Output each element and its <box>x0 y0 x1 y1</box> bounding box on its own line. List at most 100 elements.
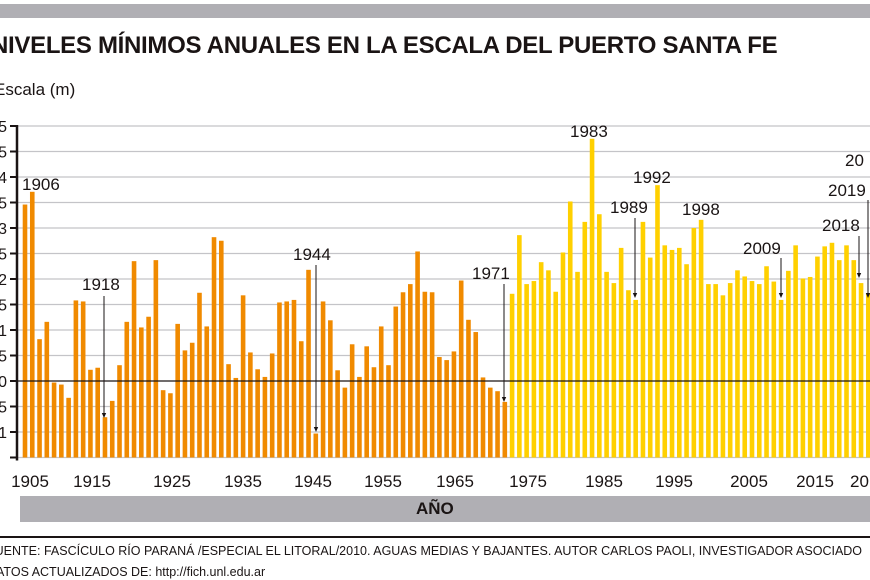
bar-1907 <box>37 339 42 458</box>
bar-1932 <box>218 240 224 458</box>
annotation-label: 1992 <box>633 168 671 187</box>
arrowhead-icon <box>632 293 638 298</box>
bar-1974 <box>524 284 529 458</box>
bar-1933 <box>226 364 231 458</box>
x-tick-label: 20 <box>850 472 869 491</box>
bar-1967 <box>473 332 479 458</box>
bar-1955 <box>386 365 391 458</box>
bar-1909 <box>51 382 57 458</box>
y-tick-label: 3.5 <box>0 196 7 213</box>
bar-1940 <box>277 302 282 458</box>
bar-1941 <box>284 301 290 458</box>
x-tick-label: 1915 <box>73 472 111 491</box>
y-tick-label: 0.5 <box>0 349 7 366</box>
bar-1987 <box>618 247 624 458</box>
x-axis-label: AÑO <box>416 499 454 518</box>
bar-2012 <box>800 278 806 458</box>
bar-2008 <box>771 281 777 458</box>
arrowhead-icon <box>101 413 107 418</box>
x-tick-label: 1955 <box>364 472 402 491</box>
bar-1963 <box>444 360 449 458</box>
bar-1925 <box>168 393 173 458</box>
arrowhead-icon <box>501 397 507 402</box>
bar-1986 <box>611 283 617 458</box>
arrowhead-icon <box>856 273 862 278</box>
bar-1970 <box>495 391 500 458</box>
bar-2006 <box>756 284 762 458</box>
bar-1937 <box>255 369 260 458</box>
bar-2007 <box>764 266 769 458</box>
bar-1992 <box>655 185 660 458</box>
bar-1996 <box>684 264 689 458</box>
bar-1916 <box>102 417 108 458</box>
bar-2013 <box>807 276 813 458</box>
x-tick-label: 1905 <box>11 472 49 491</box>
bar-1913 <box>80 301 86 458</box>
y-tick-label: -1 <box>0 425 7 442</box>
annotation-label: 1918 <box>82 275 120 294</box>
bar-1973 <box>517 235 522 458</box>
x-tick-label: 1935 <box>224 472 262 491</box>
bar-1948 <box>335 370 340 458</box>
bar-2017 <box>836 260 842 458</box>
bar-1949 <box>342 387 348 458</box>
arrowhead-icon <box>313 427 319 432</box>
bar-1951 <box>357 376 362 458</box>
annotation-label: 2018 <box>822 216 860 235</box>
bar-1965 <box>458 280 464 458</box>
bar-1931 <box>211 237 217 458</box>
y-tick-label: 2 <box>0 272 7 289</box>
bar-1993 <box>662 245 668 458</box>
x-tick-label: 1945 <box>294 472 332 491</box>
bar-1928 <box>189 342 195 458</box>
x-tick-label: 2005 <box>730 472 768 491</box>
bar-1923 <box>153 260 159 458</box>
bar-1922 <box>146 316 151 458</box>
y-tick-label: 1 <box>0 323 7 340</box>
bar-2019 <box>851 260 857 458</box>
bar-1906 <box>29 191 35 458</box>
bar-1920 <box>131 261 137 458</box>
annotation-label: 20 <box>845 151 864 170</box>
bar-1914 <box>88 369 93 458</box>
bar-2003 <box>735 270 740 458</box>
bar-2002 <box>727 283 733 458</box>
bar-1942 <box>291 299 297 458</box>
annotation-label: 1983 <box>570 122 608 141</box>
bar-1971 <box>502 401 508 458</box>
bar-1935 <box>240 295 246 458</box>
bar-1934 <box>233 377 239 458</box>
bar-1927 <box>182 350 188 458</box>
bar-1980 <box>567 201 573 458</box>
bar-1947 <box>328 320 333 458</box>
bar-1984 <box>597 214 602 458</box>
bar-1930 <box>204 326 210 458</box>
bar-1958 <box>408 284 413 458</box>
bar-2016 <box>829 242 835 458</box>
bar-1966 <box>466 319 471 458</box>
bar-1924 <box>160 390 166 458</box>
x-tick-label: 1925 <box>153 472 191 491</box>
bar-2010 <box>786 270 791 458</box>
x-tick-label: 1965 <box>436 472 474 491</box>
bar-1952 <box>364 346 369 458</box>
annotation-label: 1998 <box>682 200 720 219</box>
bar-1954 <box>378 326 384 458</box>
bar-2004 <box>742 276 748 458</box>
bar-1988 <box>626 290 631 458</box>
bar-1977 <box>546 270 551 458</box>
bar-1989 <box>633 299 638 458</box>
arrowhead-icon <box>778 293 784 298</box>
bar-1926 <box>175 323 180 458</box>
bar-1921 <box>139 327 144 458</box>
bar-1960 <box>422 291 428 458</box>
bar-1908 <box>44 321 50 458</box>
bar-2014 <box>815 256 820 458</box>
bar-2011 <box>793 245 798 458</box>
bar-2005 <box>749 281 755 458</box>
bar-2015 <box>822 246 827 458</box>
bar-2009 <box>778 299 784 458</box>
bar-1995 <box>677 247 682 458</box>
bar-1985 <box>604 271 609 458</box>
y-tick-label: 5 <box>0 119 7 136</box>
